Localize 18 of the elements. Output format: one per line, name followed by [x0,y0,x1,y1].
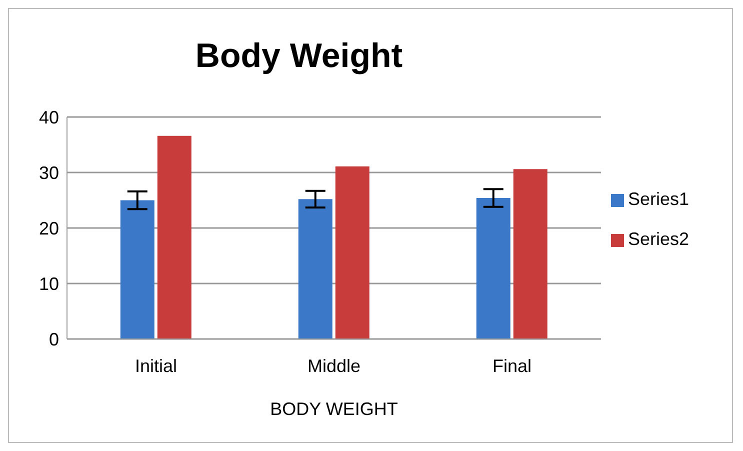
bar [120,200,154,339]
x-tick-label: Middle [307,356,360,376]
legend-label: Series1 [628,189,689,209]
y-tick-label: 20 [38,218,59,238]
y-tick-label: 0 [48,329,59,350]
bar [298,199,332,339]
x-tick-label: Initial [134,356,178,376]
x-tick-label: Final [492,356,532,376]
bar [476,198,510,339]
legend-label: Series2 [628,229,689,249]
chart-title: Body Weight [194,37,404,76]
bar [157,136,192,339]
y-tick-label: 40 [38,107,59,128]
bar [513,169,548,339]
bar [335,166,370,339]
y-tick-label: 10 [38,274,59,294]
y-tick-label: 30 [38,162,59,183]
x-axis-title: BODY WEIGHT [270,399,398,419]
